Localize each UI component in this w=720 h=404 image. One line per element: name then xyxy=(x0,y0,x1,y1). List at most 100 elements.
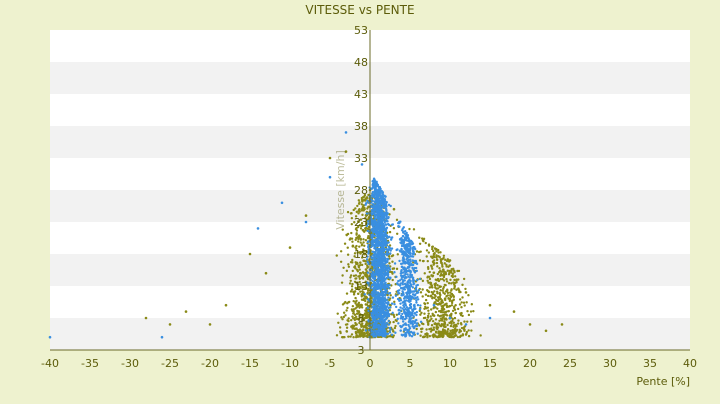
scatter-point xyxy=(363,293,366,296)
scatter-point xyxy=(351,261,354,264)
scatter-point xyxy=(464,323,468,326)
scatter-point xyxy=(409,302,413,306)
scatter-point xyxy=(421,327,424,330)
scatter-point xyxy=(453,284,456,288)
scatter-point xyxy=(449,313,452,317)
scatter-point xyxy=(454,311,457,315)
scatter-point xyxy=(461,283,464,287)
scatter-point xyxy=(355,306,358,309)
scatter-point xyxy=(410,284,413,288)
scatter-point xyxy=(421,279,425,283)
scatter-point xyxy=(467,293,470,297)
scatter-point xyxy=(367,252,370,255)
scatter-point xyxy=(428,327,431,331)
scatter-point xyxy=(428,270,431,274)
scatter-point xyxy=(415,310,419,314)
scatter-point xyxy=(328,156,332,160)
scatter-point xyxy=(407,320,411,324)
scatter-point xyxy=(383,293,387,297)
scatter-point xyxy=(434,294,437,298)
scatter-point xyxy=(385,214,388,217)
scatter-point xyxy=(393,326,397,330)
scatter-point xyxy=(435,250,438,253)
scatter-point xyxy=(452,298,455,302)
scatter-point xyxy=(371,315,374,318)
scatter-point xyxy=(374,262,377,265)
scatter-point xyxy=(405,292,409,296)
scatter-point xyxy=(396,317,399,321)
scatter-point xyxy=(461,314,464,318)
scatter-point xyxy=(370,201,373,204)
scatter-point xyxy=(374,185,377,189)
scatter-point xyxy=(393,262,397,265)
scatter-point xyxy=(388,230,392,234)
scatter-point xyxy=(412,282,416,285)
scatter-point xyxy=(392,320,395,324)
scatter-point xyxy=(403,296,406,300)
scatter-point xyxy=(328,175,332,179)
scatter-point xyxy=(435,290,439,293)
scatter-point xyxy=(417,289,421,292)
scatter-point xyxy=(406,273,409,276)
scatter-point xyxy=(472,309,475,313)
scatter-point xyxy=(414,266,418,270)
scatter-point xyxy=(466,320,469,323)
scatter-point xyxy=(436,307,439,310)
scatter-point xyxy=(441,334,444,337)
scatter-point xyxy=(359,218,363,221)
scatter-point xyxy=(358,235,361,238)
scatter-point xyxy=(400,287,403,290)
scatter-point xyxy=(376,282,379,285)
scatter-point xyxy=(373,190,376,194)
scatter-point xyxy=(394,324,397,328)
scatter-point xyxy=(380,300,383,303)
scatter-point xyxy=(390,236,394,239)
scatter-point xyxy=(411,279,415,282)
scatter-point xyxy=(378,216,382,219)
scatter-point xyxy=(428,277,432,281)
scatter-point xyxy=(419,313,422,316)
scatter-point xyxy=(399,272,402,275)
scatter-point xyxy=(364,312,367,315)
scatter-point xyxy=(375,232,378,235)
scatter-point xyxy=(384,202,388,206)
scatter-point xyxy=(414,319,417,322)
scatter-point xyxy=(425,318,429,322)
scatter-point xyxy=(412,290,415,293)
scatter-point xyxy=(389,304,392,307)
scatter-point xyxy=(387,255,391,258)
scatter-point xyxy=(362,250,365,254)
scatter-point xyxy=(352,308,356,311)
scatter-point xyxy=(453,287,456,290)
scatter-point xyxy=(373,201,377,204)
scatter-point xyxy=(366,240,370,244)
scatter-point xyxy=(479,334,482,337)
scatter-point xyxy=(335,334,339,337)
scatter-point xyxy=(362,286,365,289)
scatter-point xyxy=(364,197,367,200)
scatter-point xyxy=(380,238,384,241)
scatter-point xyxy=(453,334,457,338)
scatter-point xyxy=(446,269,450,272)
scatter-point xyxy=(335,254,338,257)
scatter-point xyxy=(398,292,401,295)
scatter-point xyxy=(392,313,395,316)
scatter-point xyxy=(388,283,391,287)
scatter-point xyxy=(370,219,374,222)
scatter-point xyxy=(404,261,408,265)
scatter-point xyxy=(447,309,450,313)
scatter-point xyxy=(429,281,433,285)
scatter-point xyxy=(387,223,391,227)
scatter-point xyxy=(462,277,466,281)
scatter-point xyxy=(441,305,445,308)
scatter-point xyxy=(387,252,390,256)
scatter-point xyxy=(441,328,445,331)
scatter-point xyxy=(377,295,380,298)
scatter-point xyxy=(401,320,405,323)
scatter-point xyxy=(450,274,453,278)
scatter-point xyxy=(354,332,358,335)
scatter-point xyxy=(408,248,412,252)
scatter-point xyxy=(462,326,466,329)
scatter-point xyxy=(346,306,349,310)
y-axis-label: Vitesse [km/h] xyxy=(334,150,347,230)
